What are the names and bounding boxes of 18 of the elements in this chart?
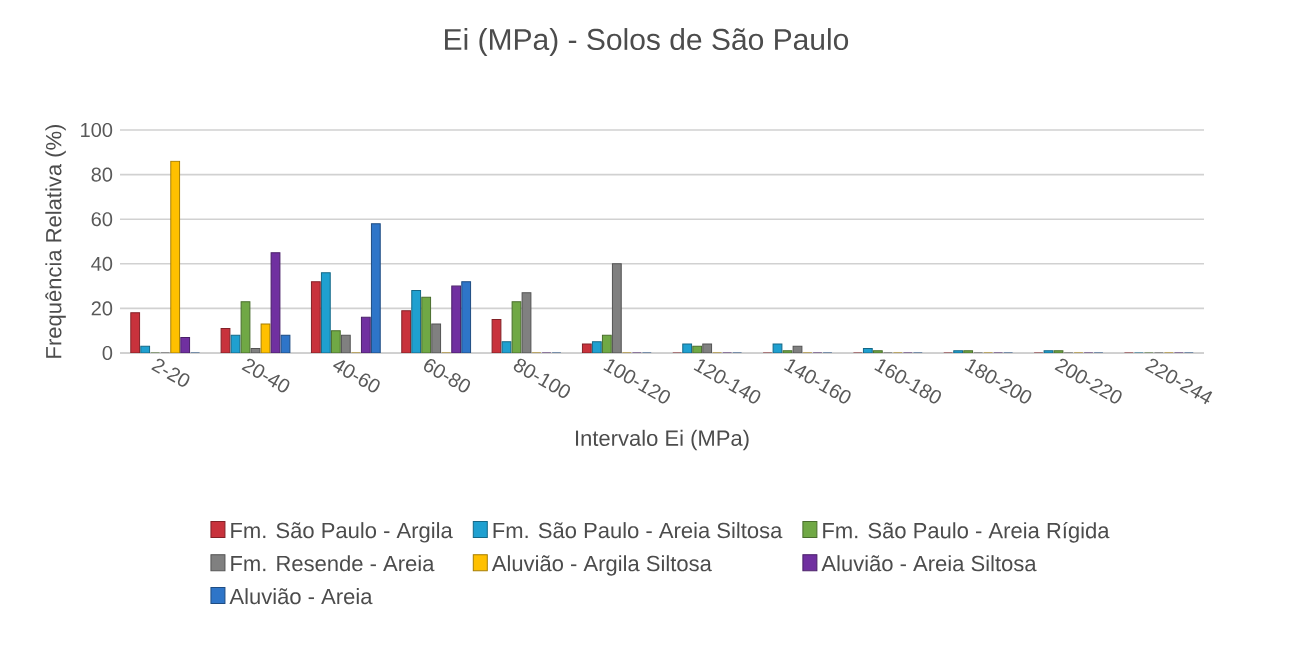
legend-label: Fm. São Paulo - Argila <box>231 522 453 543</box>
chart-title: Ei (MPa) - Solos de São Paulo <box>445 28 849 57</box>
legend-label: Aluvião - Areia Siltosa <box>821 555 1037 572</box>
y-tick-label: 20 <box>91 301 113 316</box>
y-tick-label: 80 <box>91 167 113 182</box>
legend-label: Aluvião - Areia <box>229 588 373 605</box>
y-tick-label: 100 <box>81 122 113 138</box>
y-tick-label: 40 <box>91 256 113 271</box>
legend-label: Fm. Resende - Areia <box>231 555 435 572</box>
x-tick-label: 2-20 <box>151 358 190 387</box>
legend-label: Fm. São Paulo - Areia Siltosa <box>493 522 783 539</box>
legend-label: Fm. São Paulo - Areia Rígida <box>823 521 1110 543</box>
legend-label: Aluvião - Argila Siltosa <box>491 555 712 576</box>
y-axis-title: Frequência Relativa (%) <box>45 124 66 358</box>
x-axis-title: Intervalo Ei (MPa) <box>576 429 749 451</box>
y-tick-label: 0 <box>102 345 113 361</box>
y-tick-label: 60 <box>91 212 113 227</box>
x-tick-label: 40-60 <box>332 360 380 393</box>
